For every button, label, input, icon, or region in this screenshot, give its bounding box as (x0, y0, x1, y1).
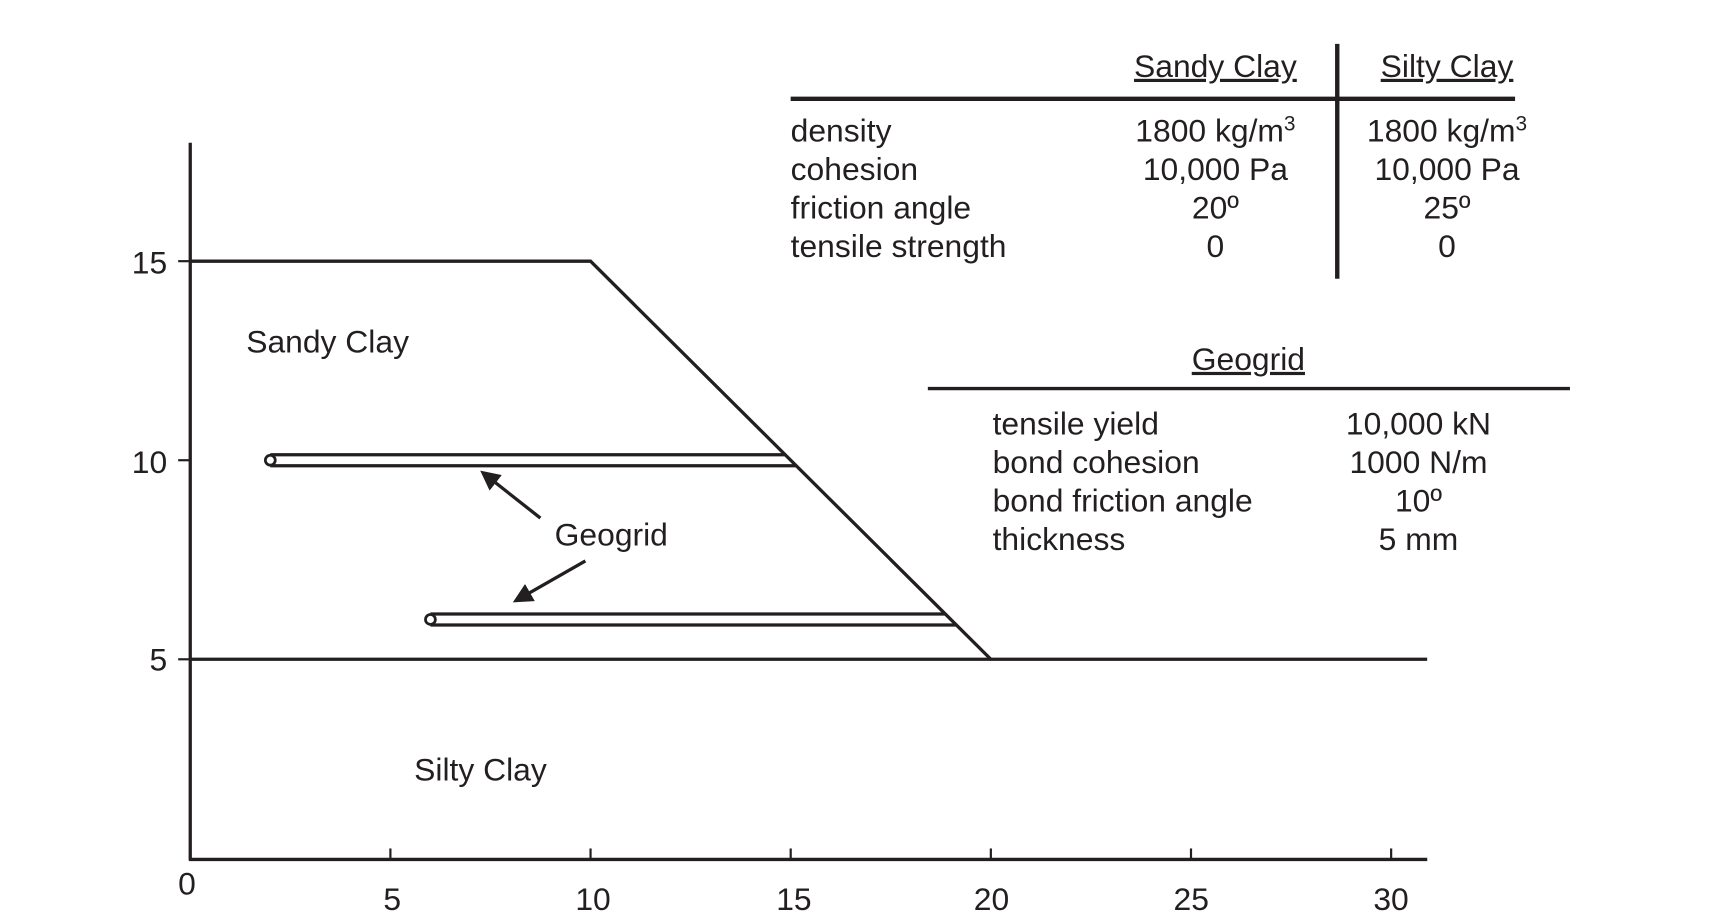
x-tick-label: 25 (1174, 881, 1209, 917)
geogrid-label: Geogrid (555, 517, 668, 553)
x-tick-label: 20 (974, 881, 1009, 917)
property-value: 10º (1395, 482, 1442, 518)
silty-value: 1800 kg/m3 (1367, 113, 1527, 149)
property-value: 5 mm (1379, 521, 1459, 557)
sandy-value: 0 (1207, 228, 1225, 264)
property-label: cohesion (791, 151, 918, 187)
geogrid (263, 453, 797, 468)
x-tick-label: 15 (776, 881, 811, 917)
sandy-value: 20º (1192, 189, 1239, 225)
y-tick-label: 5 (149, 642, 167, 678)
silty-value: 25º (1424, 189, 1471, 225)
silty-value: 10,000 Pa (1374, 151, 1519, 187)
y-tick-label: 15 (132, 244, 167, 280)
soil-properties-table: Sandy Clay Silty Clay density 1800 kg/m3… (790, 43, 1527, 279)
y-tick-label: 10 (132, 444, 167, 480)
silty-value: 0 (1438, 228, 1456, 264)
property-label: thickness (993, 521, 1126, 557)
header-silty-clay: Silty Clay (1381, 48, 1514, 84)
header-sandy-clay: Sandy Clay (1134, 48, 1297, 84)
property-value: 10,000 kN (1346, 406, 1491, 442)
x-tick-label: 5 (383, 881, 401, 917)
property-label: bond cohesion (993, 444, 1200, 480)
sandy-value: 10,000 Pa (1143, 151, 1288, 187)
property-label: bond friction angle (993, 482, 1253, 518)
geogrid-end-icon (263, 453, 277, 467)
x-tick-label: 0 (178, 866, 196, 902)
property-value: 1000 N/m (1349, 444, 1487, 480)
x-tick-label: 10 (575, 881, 610, 917)
geogrid (424, 612, 957, 627)
geogrid-arrow-upper (480, 470, 542, 520)
geogrid-arrow-lower (512, 559, 587, 603)
property-label: friction angle (791, 189, 971, 225)
geogrid-properties-table: Geogrid tensile yield 10,000 kN bond coh… (927, 341, 1570, 557)
slope-surface (190, 259, 1428, 661)
x-tick-label: 30 (1373, 881, 1408, 917)
property-label: tensile yield (993, 406, 1159, 442)
property-label: tensile strength (791, 228, 1007, 264)
geogrid-end-icon (424, 613, 437, 626)
sandy-value: 1800 kg/m3 (1135, 113, 1295, 149)
silty-clay-label: Silty Clay (414, 751, 547, 787)
sandy-clay-label: Sandy Clay (246, 323, 409, 359)
geogrid-table-title: Geogrid (1192, 341, 1305, 377)
property-label: density (791, 113, 892, 149)
